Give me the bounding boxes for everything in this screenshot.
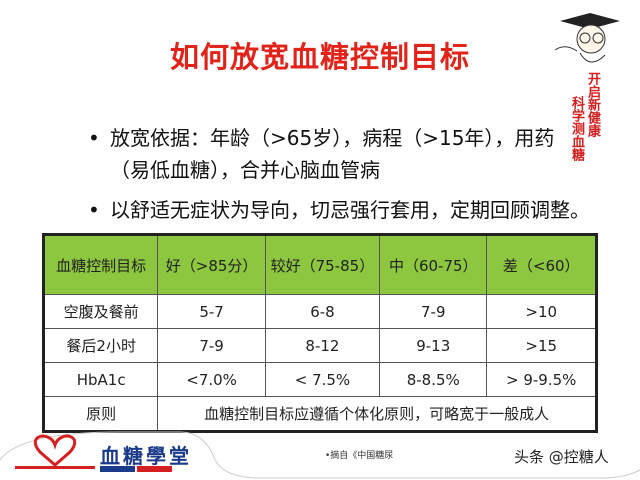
cell: 6-8 — [264, 294, 381, 329]
slogan-line2: 科学测血糖 — [569, 96, 584, 161]
table-row-principle: 原则 血糖控制目标应遵循个体化原则，可略宽于一般成人 — [42, 396, 597, 432]
table-row: 餐后2小时 7-9 8-12 9-13 >15 — [42, 328, 597, 363]
principle-text: 血糖控制目标应遵循个体化原则，可略宽于一般成人 — [157, 396, 597, 432]
footer-divider — [0, 431, 640, 479]
cell: 8-12 — [264, 328, 381, 363]
bullet-2: • 以舒适无症状为导向，切忌强行套用，定期回顾调整。 — [88, 194, 590, 223]
cell: 空腹及餐前 — [42, 294, 159, 329]
cell: 5-7 — [157, 294, 266, 329]
source-note: •摘自《中国糖尿 — [325, 451, 394, 461]
bullet-1: • 放宽依据：年龄（>65岁），病程（>15年），用药 — [88, 122, 554, 151]
cell: 8-8.5% — [379, 362, 488, 397]
cell: 9-13 — [379, 328, 488, 363]
cell: 原则 — [42, 396, 159, 432]
table-row: 空腹及餐前 5-7 6-8 7-9 >10 — [42, 294, 597, 329]
cell: 餐后2小时 — [42, 328, 159, 363]
header-cell: 血糖控制目标 — [42, 234, 159, 295]
bullet-dot-icon: • — [88, 198, 100, 222]
slogan-line1: 开启新健康 — [585, 72, 600, 137]
header-cell: 较好（75-85） — [264, 234, 381, 295]
cell: >15 — [486, 328, 597, 363]
bullet-text: 放宽依据：年龄（>65岁），病程（>15年），用药 — [110, 126, 555, 150]
cell: HbA1c — [42, 362, 159, 397]
cell: >10 — [486, 294, 597, 329]
bullet-dot-icon: • — [88, 126, 100, 150]
cell: < 7.5% — [264, 362, 381, 397]
cell: 7-9 — [379, 294, 488, 329]
logo-text: 血糖學堂 — [100, 444, 192, 468]
table-row: HbA1c <7.0% < 7.5% 8-8.5% > 9-9.5% — [42, 362, 597, 397]
table-header-row: 血糖控制目标 好（>85分） 较好（75-85） 中（60-75） 差（<60） — [42, 234, 597, 295]
cell: > 9-9.5% — [486, 362, 597, 397]
cell: 7-9 — [157, 328, 266, 363]
header-cell: 好（>85分） — [157, 234, 266, 295]
header-cell: 中（60-75） — [379, 234, 488, 295]
glucose-target-table: 血糖控制目标 好（>85分） 较好（75-85） 中（60-75） 差（<60）… — [42, 233, 598, 433]
bullet-text: 以舒适无症状为导向，切忌强行套用，定期回顾调整。 — [110, 198, 590, 222]
mascot-doctor-icon — [554, 13, 620, 63]
slide-title: 如何放宽血糖控制目标 — [169, 40, 470, 74]
cell: <7.0% — [157, 362, 266, 397]
watermark: 头条 @控糖人 — [514, 448, 609, 466]
bullet-1-cont: （易低血糖），合并心脑血管病 — [110, 158, 380, 182]
header-cell: 差（<60） — [486, 234, 597, 295]
